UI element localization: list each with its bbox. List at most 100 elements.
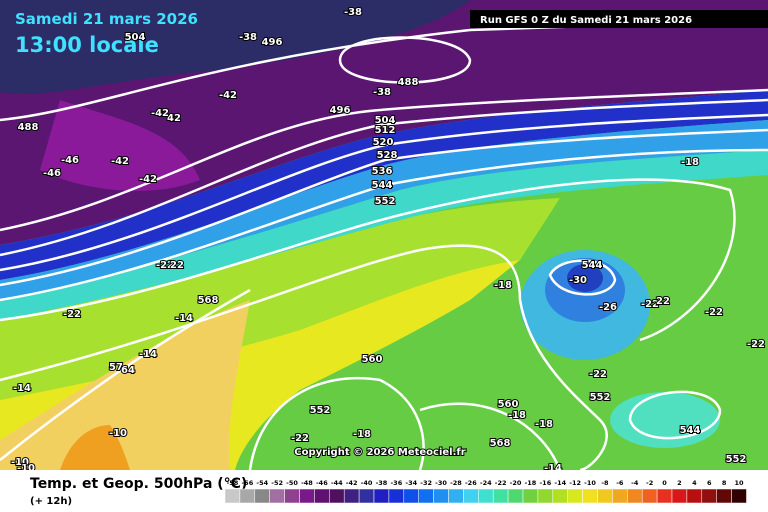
scale-label: -16 xyxy=(539,479,551,487)
contour-label: -42 xyxy=(111,156,129,167)
contour-label: 504 xyxy=(125,32,146,43)
contour-label: 552 xyxy=(375,196,396,207)
map-time: 13:00 locale xyxy=(15,33,159,57)
scale-label: -32 xyxy=(420,479,432,487)
contour-label: 22 xyxy=(170,260,184,271)
scale-label: -2 xyxy=(646,479,653,487)
contour-label: -42 xyxy=(151,108,169,119)
scale-swatch xyxy=(418,488,434,504)
contour-label: -38 xyxy=(344,7,362,18)
scale-label: -40 xyxy=(361,479,373,487)
scale-swatch xyxy=(329,488,345,504)
contour-label: -46 xyxy=(61,155,79,166)
scale-swatch xyxy=(239,488,256,504)
contour-label: 504 xyxy=(375,115,396,126)
contour-label: -42 xyxy=(139,174,157,185)
scale-swatch xyxy=(403,488,419,504)
scale-label: 2 xyxy=(677,479,682,487)
contour-label: 42 xyxy=(167,113,181,124)
scale-label: 6 xyxy=(707,479,712,487)
contour-label: 512 xyxy=(375,125,396,136)
contour-label: -22 xyxy=(156,260,174,271)
scale-swatch xyxy=(701,488,717,504)
contour-label: -14 xyxy=(13,383,31,394)
contour-label: 488 xyxy=(398,77,419,88)
scale-label: -22 xyxy=(495,479,507,487)
scale-swatch xyxy=(716,488,732,504)
scale-swatch xyxy=(567,488,583,504)
scale-swatch xyxy=(507,488,524,504)
contour-label: -22 xyxy=(747,339,765,350)
forecast-step: (+ 12h) xyxy=(30,496,72,507)
scale-label: -44 xyxy=(331,479,343,487)
scale-label: 4 xyxy=(692,479,697,487)
scale-label: -38 xyxy=(376,479,388,487)
scale-swatch xyxy=(612,488,628,504)
scale-label: -10 xyxy=(584,479,596,487)
scale-label: -18 xyxy=(525,479,537,487)
contour-label: -14 xyxy=(175,313,193,324)
scale-swatch xyxy=(254,488,270,504)
scale-swatch xyxy=(478,488,494,504)
scale-label: -26 xyxy=(465,479,477,487)
scale-swatch xyxy=(552,488,568,504)
contour-label: -18 xyxy=(535,419,553,430)
contour-label: -46 xyxy=(43,168,61,179)
scale-label: -56 xyxy=(241,479,253,487)
contour-label: -22 xyxy=(705,307,723,318)
scale-label: -50 xyxy=(286,479,298,487)
scale-label: 0 xyxy=(662,479,667,487)
scale-swatch xyxy=(537,488,554,504)
contour-label: 496 xyxy=(262,37,283,48)
scale-label: -52 xyxy=(271,479,283,487)
scale-label: -48 xyxy=(301,479,313,487)
contour-label: -22 xyxy=(63,309,81,320)
scale-swatch xyxy=(686,488,703,504)
map-title: Samedi 21 mars 2026 xyxy=(15,10,198,28)
scale-label: -28 xyxy=(450,479,462,487)
contour-label: 560 xyxy=(362,354,383,365)
contour-label: 568 xyxy=(490,438,511,449)
contour-label: -18 xyxy=(353,429,371,440)
scale-swatch xyxy=(269,488,285,504)
scale-swatch xyxy=(522,488,539,504)
scale-label: -36 xyxy=(390,479,402,487)
color-scale: -58 -56 -54 -52 -50 -48 -46 -44 -42 -40 -38 -36 -34-… xyxy=(224,479,747,504)
run-info: Run GFS 0 Z du Samedi 21 mars 2026 xyxy=(480,15,692,26)
scale-swatch xyxy=(641,488,658,504)
contour-label: 544 xyxy=(372,180,393,191)
contours xyxy=(0,18,768,472)
contour-label: 22 xyxy=(656,296,670,307)
scale-swatch xyxy=(388,488,405,504)
scale-swatch xyxy=(463,488,479,504)
contour-label: 488 xyxy=(18,122,39,133)
scale-label: -58 xyxy=(227,479,239,487)
footer-title: Temp. et Geop. 500hPa (°C) xyxy=(30,476,247,492)
contour-label: 552 xyxy=(310,405,331,416)
contour-label: -14 xyxy=(139,349,157,360)
run-banner xyxy=(470,10,768,28)
copyright: Copyright © 2026 Meteociel.fr xyxy=(294,447,465,458)
map-fields xyxy=(0,0,768,470)
scale-swatch xyxy=(671,488,688,504)
contour-label: 544 xyxy=(680,425,701,436)
scale-label: -24 xyxy=(480,479,492,487)
scale-swatch xyxy=(299,488,315,504)
contour-label: 520 xyxy=(373,137,394,148)
contour-label: -38 xyxy=(239,32,257,43)
scale-swatch xyxy=(314,488,330,504)
contour-label: -18 xyxy=(681,157,699,168)
scale-label: -12 xyxy=(569,479,581,487)
scale-swatch xyxy=(224,488,241,504)
contour-label: -18 xyxy=(508,410,526,421)
scale-label: -30 xyxy=(435,479,447,487)
scale-label: 10 xyxy=(735,479,745,487)
scale-label: -46 xyxy=(316,479,328,487)
scale-label: -54 xyxy=(256,479,268,487)
scale-swatch xyxy=(373,488,390,504)
scale-swatch xyxy=(582,488,598,504)
contour-label: -18 xyxy=(494,280,512,291)
contour-label: 544 xyxy=(582,260,603,271)
